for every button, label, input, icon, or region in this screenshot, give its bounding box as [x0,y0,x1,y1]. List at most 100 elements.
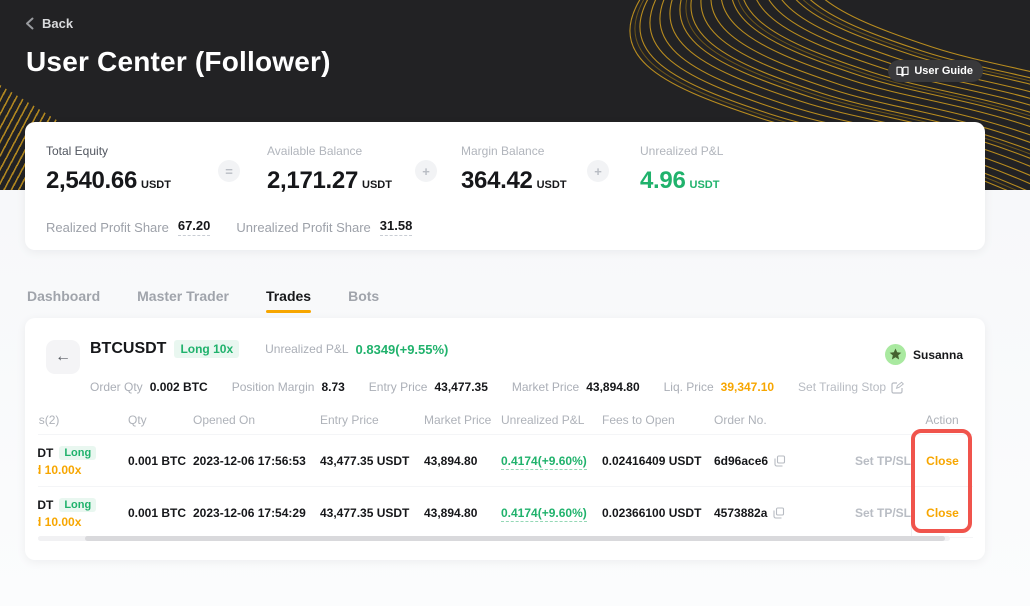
position-pnl-value: 0.8349(+9.55%) [355,341,449,357]
equals-icon: = [218,160,240,182]
position-symbol: BTCUSDT [90,340,167,357]
order-no-cell: 4573882a [714,506,768,520]
section-tabs: Dashboard Master Trader Trades Bots [27,288,379,313]
col-action: Action [925,413,959,427]
margin-balance-label: Margin Balance [461,144,545,158]
set-trailing-stop-button[interactable]: Set Trailing Stop [798,380,905,394]
market-price-value: 43,894.80 [586,380,640,394]
col-opened-on: Opened On [193,413,256,427]
row-symbol: BTCUSDT [38,497,54,512]
position-margin-label: Position Margin [231,380,315,394]
entry-price-label: Entry Price [368,380,428,394]
unrealized-pnl-cell[interactable]: 0.4174(+9.60%) [501,506,587,522]
trader-info[interactable]: Susanna [884,344,963,365]
col-order-no: Order No. [714,413,767,427]
tab-master-trader[interactable]: Master Trader [137,288,229,304]
tab-dashboard[interactable]: Dashboard [27,288,101,304]
contract-cell: BTCUSDT Long Isolated 10.00x [38,497,128,529]
set-tpsl-button[interactable]: Set TP/SL [854,506,911,520]
horizontal-scrollbar-track[interactable] [38,536,950,541]
positions-table: Positions(2) Qty Opened On Entry Price M… [38,406,973,539]
qty-cell: 0.001 BTC [128,454,187,468]
realized-profit-share-value[interactable]: 67.20 [177,218,211,236]
position-pnl-label: Unrealized P&L [265,342,349,356]
tab-bots[interactable]: Bots [348,288,380,304]
market-price-label: Market Price [511,380,580,394]
market-price-cell: 43,894.80 [424,454,478,468]
contract-cell: BTCUSDT Long Isolated 10.00x [38,445,128,477]
table-row: BTCUSDT Long Isolated 10.00x 0.001 BTC 20… [38,434,973,487]
unrealized-pnl-label: Unrealized P&L [640,144,724,158]
position-detail-row: Order Qty 0.002 BTC Position Margin 8.73 E… [90,380,905,394]
copy-icon[interactable] [774,455,786,467]
fees-cell: 0.02416409 USDT [602,454,702,468]
user-guide-label: User Guide [914,65,973,77]
liq-price-label: Liq. Price [663,380,714,394]
profit-share-row: Realized Profit Share 67.20 Unrealized P… [46,218,438,236]
unrealized-pnl-value: 4.96 [640,167,686,194]
table-header-row: Positions(2) Qty Opened On Entry Price M… [38,406,973,434]
plus-icon: + [587,160,609,182]
opened-on-cell: 2023-12-06 17:54:29 [193,506,306,520]
user-guide-button[interactable]: User Guide [888,60,983,82]
available-balance-stat: Available Balance 2,171.27 USDT [267,144,392,195]
col-entry-price: Entry Price [320,413,379,427]
row-side-badge: Long [59,445,97,460]
chevron-left-icon [26,17,34,30]
position-side-badge: Long 10x [174,340,240,358]
available-balance-unit: USDT [362,179,392,191]
set-tpsl-button[interactable]: Set TP/SL [854,454,911,468]
total-equity-stat: Total Equity 2,540.66 USDT [46,144,171,195]
unrealized-pnl-unit: USDT [689,179,720,191]
unrealized-profit-share-label: Unrealized Profit Share [236,219,371,235]
col-market-price: Market Price [424,413,492,427]
col-fees-to-open: Fees to Open [602,413,675,427]
available-balance-label: Available Balance [267,144,363,158]
close-button[interactable]: Close [926,454,959,468]
total-equity-value: 2,540.66 [46,167,138,194]
position-margin-value: 8.73 [321,380,345,394]
horizontal-scrollbar-thumb[interactable] [85,536,945,541]
col-qty: Qty [128,413,147,427]
entry-price-cell: 43,477.35 USDT [320,454,410,468]
row-leverage: Isolated 10.00x [38,514,82,529]
book-icon [896,66,909,77]
trader-avatar [884,344,906,365]
plus-icon: + [415,160,437,182]
copy-icon[interactable] [773,507,785,519]
trades-card: ← BTCUSDT Long 10x Unrealized P&L 0.8349… [25,318,985,560]
row-symbol: BTCUSDT [38,445,54,460]
collapse-position-button[interactable]: ← [46,340,80,374]
row-side-badge: Long [59,497,97,512]
market-price-cell: 43,894.80 [424,506,478,520]
back-label: Back [42,16,74,31]
row-leverage: Isolated 10.00x [38,462,82,477]
back-button[interactable]: Back [25,16,73,31]
order-qty-value: 0.002 BTC [149,380,208,394]
col-positions: Positions(2) [38,413,60,427]
arrow-left-icon: ← [55,348,71,365]
unrealized-profit-share-value[interactable]: 31.58 [379,218,413,236]
available-balance-value: 2,171.27 [267,167,359,194]
unrealized-pnl-cell[interactable]: 0.4174(+9.60%) [501,454,587,470]
close-button[interactable]: Close [926,506,959,520]
table-row: BTCUSDT Long Isolated 10.00x 0.001 BTC 20… [38,486,973,539]
entry-price-value: 43,477.35 [434,380,488,394]
tab-trades[interactable]: Trades [265,288,312,313]
realized-profit-share-label: Realized Profit Share [46,219,169,235]
liq-price-value: 39,347.10 [720,380,775,394]
account-summary-card: Total Equity 2,540.66 USDT Available Bala… [25,122,985,250]
unrealized-pnl-stat: Unrealized P&L 4.96 USDT [640,144,723,195]
margin-balance-value: 364.42 [461,167,533,194]
trader-name: Susanna [912,347,963,362]
set-trailing-stop-label: Set Trailing Stop [798,380,887,394]
page-title: User Center (Follower) [26,46,331,77]
order-qty-label: Order Qty [90,380,143,394]
position-summary-row: BTCUSDT Long 10x Unrealized P&L 0.8349(+… [90,340,448,358]
entry-price-cell: 43,477.35 USDT [320,506,410,520]
margin-balance-unit: USDT [536,179,567,191]
fees-cell: 0.02366100 USDT [602,506,702,520]
total-equity-unit: USDT [141,179,171,191]
qty-cell: 0.001 BTC [128,506,187,520]
edit-icon [891,381,905,394]
